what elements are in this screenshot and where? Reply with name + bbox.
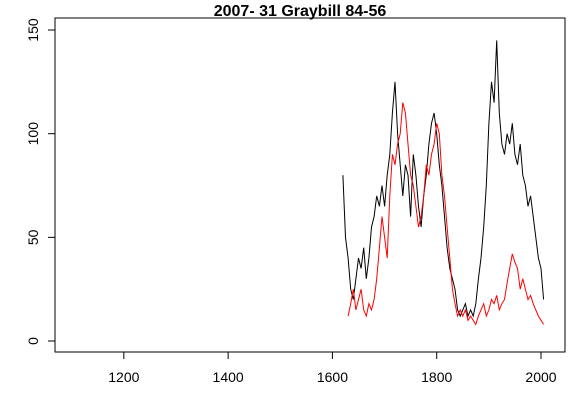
- series-line: [347, 102, 545, 326]
- x-tick-label: 1600: [317, 369, 348, 385]
- x-tick-label: 1400: [213, 369, 244, 385]
- plot-frame: [54, 17, 566, 353]
- chart-title: 2007- 31 Graybill 84-56: [214, 3, 387, 20]
- y-tick-label: 0: [25, 337, 41, 345]
- x-tick-label: 1200: [108, 369, 139, 385]
- y-tick-label: 50: [25, 229, 41, 245]
- y-tick-label: 100: [25, 122, 41, 146]
- x-tick-label: 2000: [525, 369, 556, 385]
- series-line: [342, 40, 545, 318]
- x-tick-label: 1800: [421, 369, 452, 385]
- y-tick-label: 150: [25, 18, 41, 42]
